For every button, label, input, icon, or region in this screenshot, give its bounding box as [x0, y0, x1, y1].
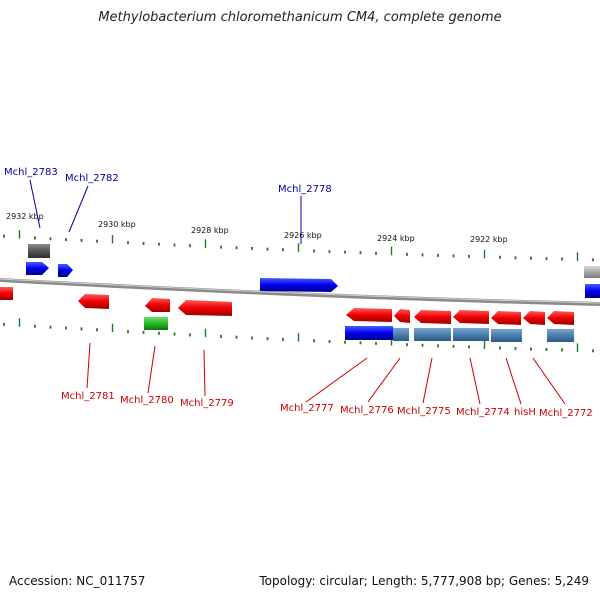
gene-mchl-2783-pseudo[interactable]	[28, 244, 50, 258]
gene-label-mchl-2781[interactable]: Mchl_2781	[61, 391, 115, 402]
gene-label-mchl-2774[interactable]: Mchl_2774	[456, 407, 510, 418]
genome-summary-text: Topology: circular; Length: 5,777,908 bp…	[259, 574, 589, 588]
gene-mchl-2773[interactable]	[523, 311, 545, 325]
feature-mchl-2774-steel[interactable]	[453, 328, 489, 341]
gene-left-edge-reverse[interactable]	[0, 287, 13, 300]
gene-right-edge-forward[interactable]	[585, 284, 600, 298]
scale-label: 2932 kbp	[6, 212, 44, 221]
gene-label-mchl-2776[interactable]: Mchl_2776	[340, 405, 394, 416]
feature-mchl-2776-steel[interactable]	[393, 328, 409, 341]
gene-mchl-2772[interactable]	[547, 311, 574, 325]
gene-mchl-2778[interactable]	[260, 278, 338, 292]
gene-mchl-2775[interactable]	[414, 310, 451, 324]
gene-label-mchl-2783[interactable]: Mchl_2783	[4, 167, 58, 178]
feature-mchl-2775-steel[interactable]	[414, 328, 451, 341]
gene-label-mchl-2782[interactable]: Mchl_2782	[65, 173, 119, 184]
gene-hish[interactable]	[491, 311, 521, 325]
scale-ticks-inner	[3, 318, 594, 353]
gene-label-mchl-2775[interactable]: Mchl_2775	[397, 406, 451, 417]
gene-mchl-2781[interactable]	[78, 294, 109, 309]
scale-label: 2924 kbp	[377, 234, 415, 243]
gene-right-edge-pseudo[interactable]	[584, 266, 600, 278]
feature-mchl-2772-steel[interactable]	[547, 329, 574, 342]
genome-backbone	[0, 278, 600, 306]
scale-label: 2928 kbp	[191, 226, 229, 235]
accession-text: Accession: NC_011757	[9, 574, 146, 588]
map-title: Methylobacterium chloromethanicum CM4, c…	[98, 10, 502, 25]
feature-mchl-2777-blue[interactable]	[345, 326, 393, 340]
gene-label-mchl-2777[interactable]: Mchl_2777	[280, 403, 334, 414]
gene-mchl-2783[interactable]	[26, 262, 49, 275]
rna-mchl-2780[interactable]	[144, 317, 168, 330]
gene-mchl-2777[interactable]	[346, 308, 392, 322]
gene-label-mchl-2779[interactable]: Mchl_2779	[180, 398, 234, 409]
gene-label-hish[interactable]: hisH	[514, 407, 536, 418]
gene-label-mchl-2780[interactable]: Mchl_2780	[120, 395, 174, 406]
top-leader-lines	[29, 179, 302, 244]
gene-mchl-2776[interactable]	[394, 309, 410, 323]
gene-mchl-2774[interactable]	[453, 310, 489, 324]
scale-label: 2930 kbp	[98, 220, 136, 229]
gene-mchl-2780[interactable]	[145, 298, 170, 312]
feature-hish-steel[interactable]	[491, 329, 522, 342]
gene-label-mchl-2778[interactable]: Mchl_2778	[278, 184, 332, 195]
scale-label: 2922 kbp	[470, 235, 508, 244]
gene-mchl-2782[interactable]	[58, 264, 73, 277]
scale-ticks-outer	[3, 230, 594, 262]
bottom-leader-lines	[86, 342, 566, 405]
scale-label: 2926 kbp	[284, 231, 322, 240]
gene-mchl-2779[interactable]	[178, 300, 232, 316]
gene-label-mchl-2772[interactable]: Mchl_2772	[539, 408, 593, 419]
